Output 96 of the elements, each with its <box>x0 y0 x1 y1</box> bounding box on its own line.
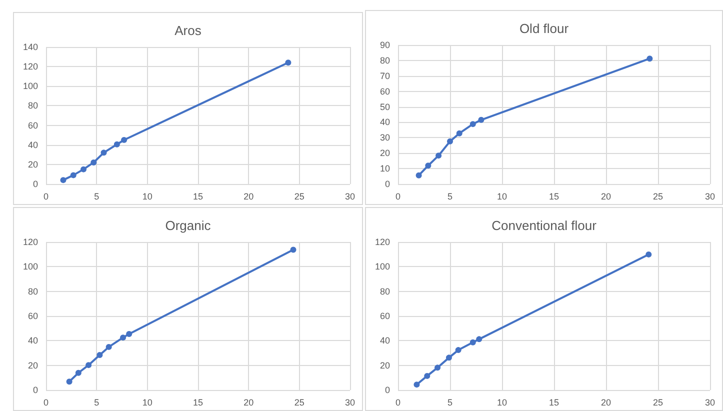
y-tick-label: 120 <box>22 62 38 72</box>
x-tick-label: 5 <box>94 192 100 202</box>
x-tick-label: 25 <box>652 398 664 408</box>
point <box>470 121 476 128</box>
y-tick-label: 80 <box>380 286 390 296</box>
y-tick-label: 100 <box>374 262 390 272</box>
point <box>476 336 482 342</box>
y-tick-label: 40 <box>28 336 38 346</box>
x-tick-label: 20 <box>244 192 254 202</box>
y-tick-label: 90 <box>380 40 390 50</box>
y-tick-label: 60 <box>28 311 38 321</box>
x-tick-label: 30 <box>344 398 356 408</box>
point <box>436 152 442 159</box>
y-tick-label: 60 <box>380 311 390 321</box>
point <box>70 172 76 178</box>
point <box>120 334 126 341</box>
y-tick-label: 0 <box>384 179 390 189</box>
point <box>75 370 82 376</box>
x-tick-label: 20 <box>600 192 612 202</box>
y-tick-label: 80 <box>28 286 38 296</box>
point <box>446 354 452 361</box>
x-tick-label: 15 <box>192 192 204 202</box>
x-tick-label: 15 <box>192 398 204 408</box>
y-tick-label: 100 <box>22 262 38 272</box>
y-tick-label: 100 <box>22 81 38 92</box>
x-tick-label: 30 <box>704 192 716 202</box>
point <box>60 177 66 184</box>
y-tick-label: 60 <box>28 120 38 130</box>
point <box>66 378 72 385</box>
y-tick-label: 80 <box>380 55 390 66</box>
point <box>646 251 652 258</box>
y-tick-label: 120 <box>22 237 38 247</box>
x-tick-label: 5 <box>94 398 100 408</box>
point <box>425 162 432 169</box>
x-tick-label: 25 <box>294 192 304 202</box>
point <box>86 362 92 368</box>
x-tick-label: 15 <box>548 192 560 202</box>
point <box>90 159 97 166</box>
x-tick-label: 0 <box>43 192 49 202</box>
chart-title: Organic <box>165 218 212 233</box>
x-tick-label: 0 <box>395 398 401 408</box>
y-tick-label: 20 <box>380 360 390 370</box>
point <box>285 60 292 66</box>
y-tick-label: 50 <box>380 102 390 112</box>
y-tick-label: 20 <box>28 159 38 170</box>
y-tick-label: 40 <box>28 140 38 150</box>
point <box>434 364 441 371</box>
x-tick-label: 0 <box>395 192 401 202</box>
point <box>80 166 86 172</box>
point <box>106 344 112 350</box>
x-tick-label: 30 <box>704 398 716 408</box>
y-tick-label: 0 <box>384 385 390 395</box>
point <box>96 352 103 358</box>
point <box>447 138 453 144</box>
x-tick-label: 25 <box>294 398 304 408</box>
y-tick-label: 40 <box>380 117 390 128</box>
x-tick-label: 10 <box>496 192 508 202</box>
y-tick-label: 20 <box>380 148 390 158</box>
point <box>100 150 107 156</box>
y-tick-label: 40 <box>380 336 390 346</box>
chart-title: Old flour <box>519 21 570 36</box>
point <box>455 347 462 354</box>
y-tick-label: 20 <box>28 360 38 370</box>
point <box>424 372 430 379</box>
x-tick-label: 5 <box>447 398 453 408</box>
x-tick-label: 10 <box>142 398 152 408</box>
point <box>456 130 462 136</box>
point <box>121 136 128 143</box>
y-tick-label: 10 <box>380 164 390 174</box>
x-tick-label: 25 <box>652 192 664 202</box>
chart-title: Conventional flour <box>492 218 598 233</box>
y-tick-label: 0 <box>32 385 38 395</box>
point <box>126 331 132 338</box>
point <box>646 56 653 62</box>
point <box>416 172 422 178</box>
point <box>414 382 420 388</box>
y-tick-label: 0 <box>32 179 38 189</box>
y-tick-label: 80 <box>28 100 38 111</box>
point <box>290 246 296 253</box>
y-tick-label: 120 <box>374 237 390 247</box>
chart-title: Aros <box>174 23 202 38</box>
x-tick-label: 5 <box>447 192 453 202</box>
x-tick-label: 0 <box>43 398 49 408</box>
y-tick-label: 140 <box>22 42 38 52</box>
x-tick-label: 20 <box>600 398 612 408</box>
point <box>114 141 120 148</box>
x-tick-label: 20 <box>244 398 254 408</box>
point <box>478 116 484 123</box>
x-tick-label: 15 <box>548 398 560 408</box>
point <box>470 339 476 346</box>
y-tick-label: 70 <box>380 70 390 81</box>
y-tick-label: 30 <box>380 132 390 143</box>
x-tick-label: 30 <box>344 192 356 202</box>
x-tick-label: 10 <box>142 192 152 202</box>
y-tick-label: 60 <box>380 86 390 96</box>
x-tick-label: 10 <box>496 398 508 408</box>
